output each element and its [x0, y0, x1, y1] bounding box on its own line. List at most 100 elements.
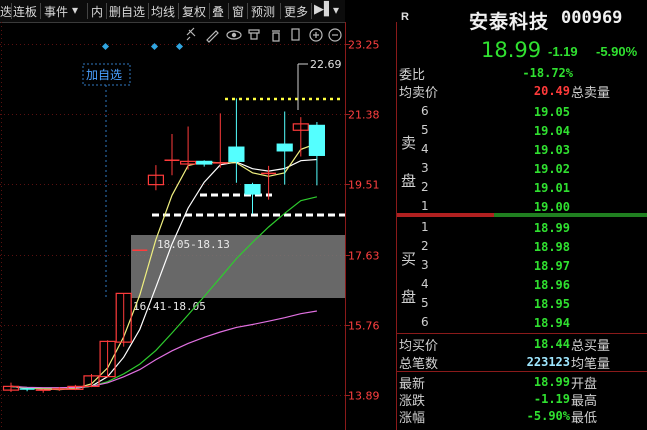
buy-price[interactable]: 18.95	[533, 297, 570, 311]
support-zone	[131, 235, 345, 298]
sell-price[interactable]: 19.02	[533, 162, 570, 176]
toolbar-divider	[280, 3, 281, 19]
price-tick-label: 23.25	[348, 39, 380, 52]
sell-price[interactable]: 19.03	[533, 143, 570, 157]
toolbar-dropdown-icon[interactable]: ▾	[333, 3, 340, 17]
candle[interactable]	[228, 98, 245, 183]
candle-body	[276, 143, 293, 152]
candle[interactable]	[196, 160, 213, 167]
zoom-out-icon[interactable]	[328, 28, 342, 42]
toolbar-item-nei[interactable]: 内	[91, 5, 104, 19]
toolbar-item-truncated[interactable]: 迭	[0, 5, 13, 19]
candle[interactable]	[308, 122, 325, 186]
sell-bar	[397, 213, 494, 217]
zone-lower-label: 16.41-18.05	[133, 300, 206, 313]
stock-name: 安泰科技	[469, 11, 550, 33]
candle[interactable]	[2, 382, 20, 392]
avg-buy-value: 18.44	[533, 337, 570, 351]
candle[interactable]	[19, 387, 35, 392]
expand-panel-icon[interactable]: ▶▌	[314, 2, 334, 17]
candle[interactable]	[164, 134, 180, 176]
candle-body	[308, 124, 325, 156]
quote-panel: R 安泰科技 000969 18.99 -1.19 -5.90% 委比 -18.…	[397, 0, 647, 430]
toolbar-item-remove-watchlist[interactable]: 删自选	[109, 5, 146, 19]
buy-price[interactable]: 18.98	[533, 240, 570, 254]
sell-level: 3	[421, 161, 429, 175]
add-watchlist-marker[interactable]: 加自选	[82, 63, 131, 298]
sell-level: 2	[421, 180, 429, 194]
price-tick-label: 17.63	[348, 250, 380, 263]
pin-icon[interactable]	[186, 27, 196, 41]
candle-body	[180, 160, 197, 165]
divider	[397, 371, 647, 372]
toolbar-item-forecast[interactable]: 预测	[251, 5, 276, 19]
candle-body	[83, 375, 100, 387]
candle[interactable]	[244, 182, 261, 214]
toolbar-item-adjust[interactable]: 复权	[182, 5, 207, 19]
avg-buy-label: 均买价	[399, 339, 439, 354]
zoom-in-icon[interactable]	[309, 28, 323, 42]
trash-icon[interactable]	[272, 30, 280, 42]
buy-price[interactable]: 18.96	[533, 278, 570, 292]
toolbar-item-window[interactable]: 窗	[232, 5, 245, 19]
price-tick-label: 19.51	[348, 179, 380, 192]
zone-upper-label: 18.05-18.13	[157, 238, 230, 251]
candle[interactable]	[115, 292, 132, 347]
stamp-icon[interactable]	[248, 29, 260, 40]
document-icon[interactable]	[291, 28, 300, 41]
latest-label: 最新	[399, 377, 426, 392]
candle[interactable]	[147, 165, 164, 191]
sell-price[interactable]: 19.05	[533, 105, 570, 119]
price-axis: 23.25 21.38 19.51 17.63 15.76 13.89	[345, 39, 380, 403]
candle[interactable]	[261, 165, 277, 200]
candle[interactable]	[99, 340, 116, 378]
buy-price[interactable]: 18.99	[533, 221, 570, 235]
divider	[397, 333, 647, 334]
event-markers[interactable]	[101, 42, 184, 51]
toolbar-item-more[interactable]: 更多	[284, 5, 309, 19]
price-tick-label: 15.76	[348, 320, 380, 333]
candle[interactable]	[180, 126, 197, 170]
change-pct-label: 涨幅	[399, 411, 426, 426]
buy-bar	[494, 213, 647, 217]
total-sell-label: 总卖量	[571, 86, 611, 101]
avg-sell-value: 20.49	[533, 84, 570, 98]
candle[interactable]	[51, 387, 67, 391]
toolbar-item-lianban[interactable]: 连板	[13, 5, 38, 19]
candle[interactable]	[292, 117, 309, 157]
chart-toolbar: 迭 连板 事件 ▾ 内 删自选 均线 复权 叠 窗 预测 更多 ▶▌ ▾	[0, 0, 345, 23]
candle[interactable]	[67, 384, 84, 391]
sell-price[interactable]: 19.04	[533, 124, 570, 138]
candle[interactable]	[83, 374, 100, 388]
avg-sell-label: 均卖价	[399, 86, 439, 101]
sell-level: 5	[421, 123, 429, 137]
toolbar-item-overlay[interactable]: 叠	[212, 5, 225, 19]
pen-icon[interactable]	[206, 30, 219, 43]
candle[interactable]	[35, 389, 51, 393]
toolbar-divider	[40, 3, 41, 19]
sell-side-char2: 盘	[401, 172, 417, 190]
toolbar-divider	[228, 3, 229, 19]
candlesticks[interactable]	[2, 98, 325, 393]
toolbar-item-events[interactable]: 事件	[44, 5, 69, 19]
eye-icon[interactable]	[226, 30, 242, 40]
sell-price[interactable]: 19.00	[533, 200, 570, 214]
candle-body	[244, 184, 261, 195]
candle-body	[115, 292, 132, 343]
candle[interactable]	[276, 111, 293, 185]
toolbar-item-ma[interactable]: 均线	[151, 5, 176, 19]
candle[interactable]	[212, 113, 228, 168]
buy-price[interactable]: 18.97	[533, 259, 570, 273]
latest-value: 18.99	[533, 375, 570, 389]
candle-body	[147, 174, 164, 186]
price-change-pct: -5.90%	[596, 44, 638, 59]
buy-price[interactable]: 18.94	[533, 316, 570, 330]
candle-body	[67, 385, 84, 390]
margin-flag: R	[401, 11, 409, 23]
sell-side-char1: 卖	[401, 134, 417, 152]
sell-price[interactable]: 19.01	[533, 181, 570, 195]
dropdown-arrow-icon[interactable]: ▾	[72, 3, 79, 17]
high-label: 最高	[571, 394, 598, 409]
ma60-line	[10, 310, 317, 389]
kline-chart[interactable]: 加自选 18.05-18.13 16.41-18.05 22.69 23.252…	[0, 22, 397, 430]
